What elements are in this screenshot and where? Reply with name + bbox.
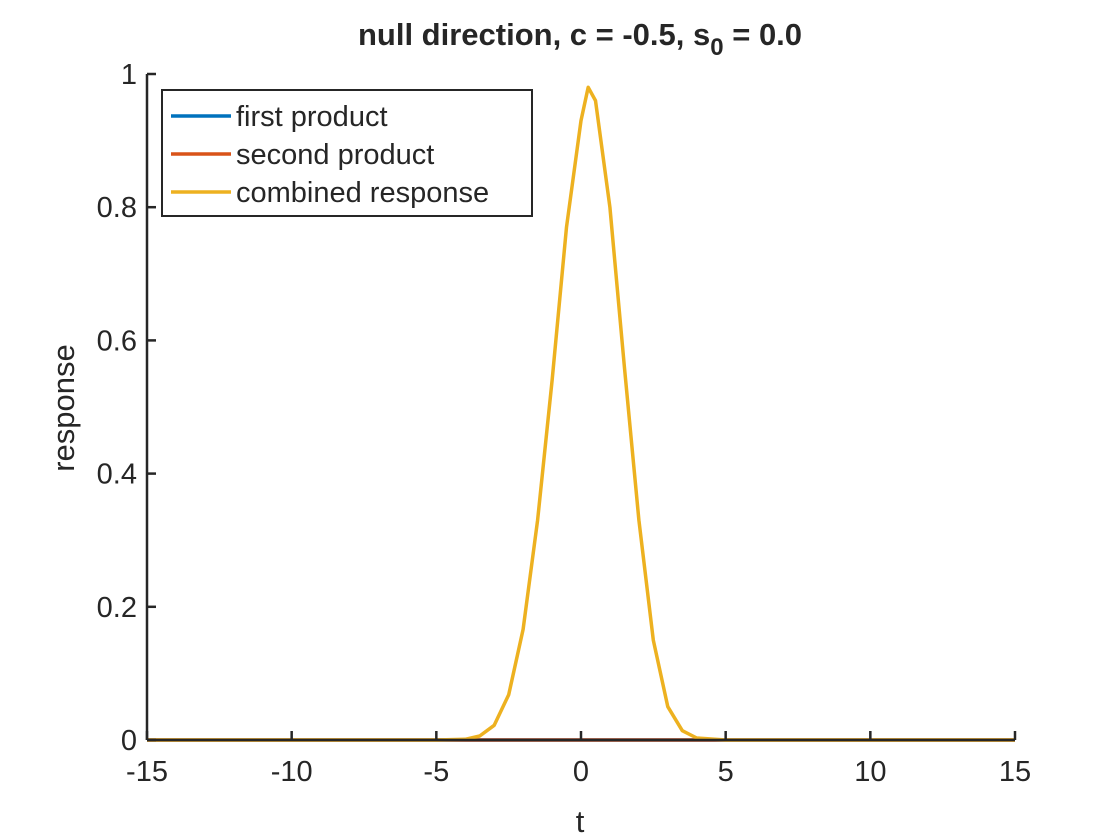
y-tick-label: 0.6 xyxy=(97,325,137,357)
x-axis-ticks: -15 -10 -5 0 5 10 15 xyxy=(126,731,1031,788)
x-tick-label: 0 xyxy=(573,756,589,788)
chart-title-subscript: 0 xyxy=(710,34,723,61)
x-tick-label: 15 xyxy=(999,756,1031,788)
legend-label-3: combined response xyxy=(236,177,489,209)
chart-title-main: null direction, c = -0.5, s xyxy=(358,17,710,52)
chart-title-tail: = 0.0 xyxy=(724,17,802,52)
series-line-3 xyxy=(147,85,1015,742)
y-tick-label: 0.8 xyxy=(97,192,137,224)
y-tick-label: 1 xyxy=(121,59,137,91)
x-tick-label: 5 xyxy=(718,756,734,788)
y-axis-ticks: 0 0.2 0.4 0.6 0.8 1 xyxy=(97,59,156,757)
x-tick-label: -10 xyxy=(271,756,313,788)
chart-title: null direction, c = -0.5, s0 = 0.0 xyxy=(358,17,802,61)
legend: first product second product combined resp… xyxy=(161,89,533,217)
y-tick-label: 0.4 xyxy=(97,459,137,491)
y-tick-label: 0.2 xyxy=(97,592,137,624)
y-axis-title: response xyxy=(46,344,81,472)
y-tick-label: 0 xyxy=(121,725,137,757)
legend-label-1: first product xyxy=(236,101,388,133)
x-axis-title: t xyxy=(576,804,585,839)
legend-label-2: second product xyxy=(236,139,434,171)
x-tick-label: -15 xyxy=(126,756,168,788)
x-tick-label: -5 xyxy=(423,756,449,788)
x-tick-label: 10 xyxy=(854,756,886,788)
